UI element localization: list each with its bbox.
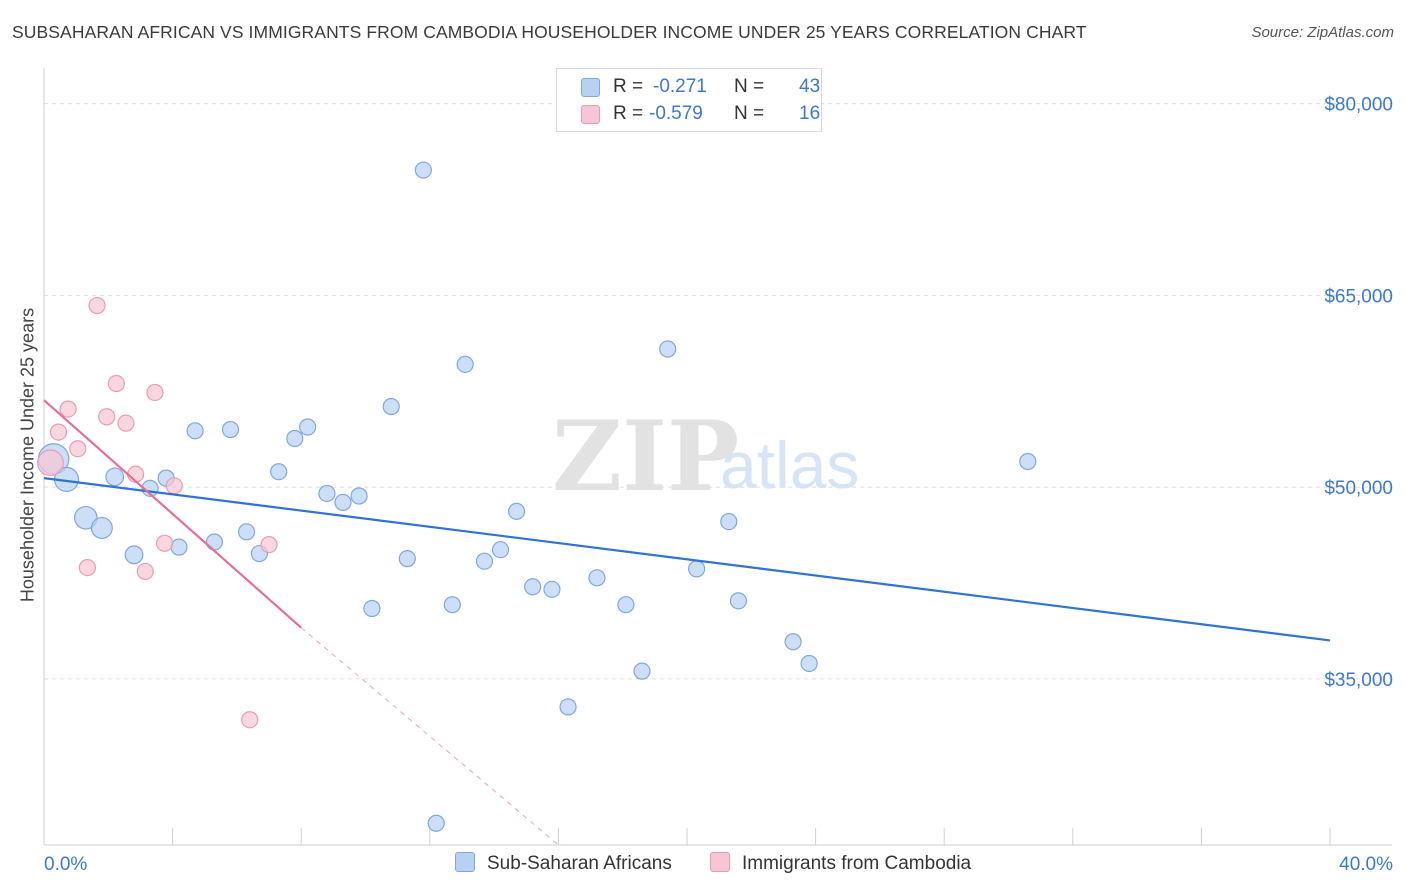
y-tick-label: $35,000 (1324, 670, 1393, 691)
cambodia-point (146, 383, 164, 402)
sub-saharan-point (720, 512, 738, 531)
sub-saharan-point (800, 654, 818, 673)
legend-swatch-blue (455, 852, 475, 872)
sub-saharan-point (475, 552, 494, 570)
chart-title: SUBSAHARAN AFRICAN VS IMMIGRANTS FROM CA… (12, 22, 1087, 42)
legend-swatch-pink (710, 852, 730, 872)
legend-label: Sub-Saharan Africans (487, 853, 672, 874)
sub-saharan-point (659, 340, 677, 358)
cambodia-point (78, 559, 97, 577)
stats-legend: R = -0.271 N = 43 R = -0.579 N = 16 (556, 68, 822, 132)
sub-saharan-point (90, 516, 113, 539)
sub-saharan-point (186, 422, 204, 440)
sub-saharan-point (286, 429, 304, 448)
sub-saharan-point (729, 592, 748, 610)
sub-saharan-point (524, 578, 542, 596)
legend-item-sub-saharan: Sub-Saharan Africans (455, 852, 672, 875)
cambodia-point (59, 400, 77, 418)
sub-saharan-point (318, 484, 336, 503)
sub-saharan-point (334, 493, 352, 512)
legend-item-cambodia: Immigrants from Cambodia (710, 852, 971, 875)
legend-swatch-blue (581, 78, 600, 97)
cambodia-point (37, 449, 64, 477)
sub-saharan-point (456, 355, 474, 373)
y-tick-label: $65,000 (1324, 286, 1393, 307)
sub-saharan-point (237, 523, 256, 541)
cambodia-point (107, 374, 125, 393)
sub-saharan-point (73, 505, 98, 530)
sub-saharan-point (205, 533, 223, 551)
sub-saharan-point (688, 560, 706, 578)
sub-saharan-point (221, 420, 240, 439)
tick-labels: $35,000 $50,000 $65,000 $80,000 0.0% 40.0% (44, 95, 1393, 875)
cambodia-point (49, 423, 68, 441)
sub-saharan-point (170, 538, 188, 556)
n-label: N = (734, 76, 765, 97)
sub-saharan-point (105, 467, 125, 487)
source-credit: Source: ZipAtlas.com (1251, 24, 1394, 41)
sub-saharan-point (617, 596, 635, 614)
cambodia-point (69, 440, 87, 458)
sub-saharan-point (588, 569, 606, 587)
watermark-zip: ZIP (552, 400, 739, 513)
trend-lines (43, 399, 1331, 642)
trend-line-cambodia (43, 399, 302, 629)
n-value: 43 (799, 76, 821, 97)
y-tick-label: $50,000 (1324, 478, 1393, 499)
sub-saharan-point (784, 633, 802, 651)
cambodia-point (165, 477, 183, 495)
watermark-atlas: atlas (720, 428, 859, 502)
sub-saharan-point (633, 662, 651, 680)
trend-line-sub-saharan (43, 477, 1331, 642)
y-axis-label: Householder Income Under 25 years (17, 307, 38, 603)
sub-saharan-point (491, 541, 510, 559)
grid-lines (44, 103, 1392, 680)
r-value: -0.579 (649, 103, 703, 124)
cambodia-point (155, 534, 174, 552)
series-sub-saharan-points (37, 161, 1037, 832)
trend-extension-cambodia (300, 627, 559, 846)
cambodia-point (117, 414, 135, 432)
cambodia-point (241, 711, 259, 729)
cambodia-point (88, 296, 106, 315)
series-cambodia-points (37, 296, 278, 729)
sub-saharan-point (543, 580, 561, 598)
sub-saharan-point (559, 698, 577, 716)
r-label: R = (613, 103, 644, 124)
sub-saharan-point (398, 550, 416, 568)
y-tick-label: $80,000 (1324, 95, 1393, 116)
x-tick-label: 0.0% (44, 854, 87, 875)
cambodia-point (260, 535, 278, 554)
trend-extension (300, 627, 559, 846)
n-label: N = (734, 103, 765, 124)
r-value: -0.271 (653, 76, 707, 97)
sub-saharan-point (299, 418, 317, 436)
sub-saharan-point (443, 596, 461, 614)
sub-saharan-point (124, 545, 144, 565)
cambodia-point (136, 562, 154, 581)
legend-swatch-pink (581, 105, 600, 124)
sub-saharan-point (382, 397, 400, 416)
r-label: R = (613, 76, 644, 97)
x-tick-label: 40.0% (1339, 854, 1393, 875)
n-value: 16 (799, 103, 821, 124)
sub-saharan-point (427, 814, 445, 832)
legend-label: Immigrants from Cambodia (742, 853, 972, 874)
sub-saharan-point (414, 161, 432, 179)
sub-saharan-point (363, 599, 381, 618)
sub-saharan-point (270, 463, 288, 481)
sub-saharan-point (1019, 452, 1037, 471)
sub-saharan-point (508, 502, 526, 520)
cambodia-point (98, 408, 116, 426)
sub-saharan-point (350, 487, 368, 505)
